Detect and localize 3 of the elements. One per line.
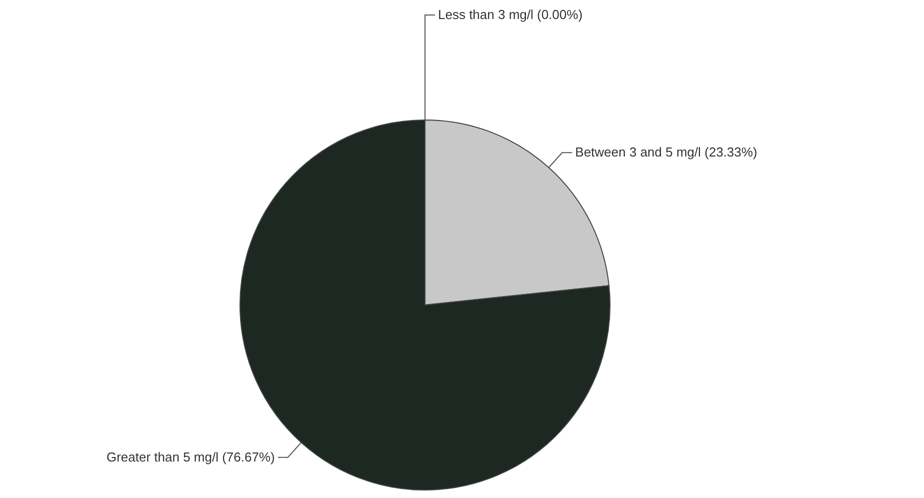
category-label: Less than 3 mg/l (0.00%) <box>438 7 583 22</box>
slice-label: Between 3 and 5 mg/l (23.33%) <box>575 144 758 160</box>
slice-label: Greater than 5 mg/l (76.67%) <box>106 449 275 464</box>
